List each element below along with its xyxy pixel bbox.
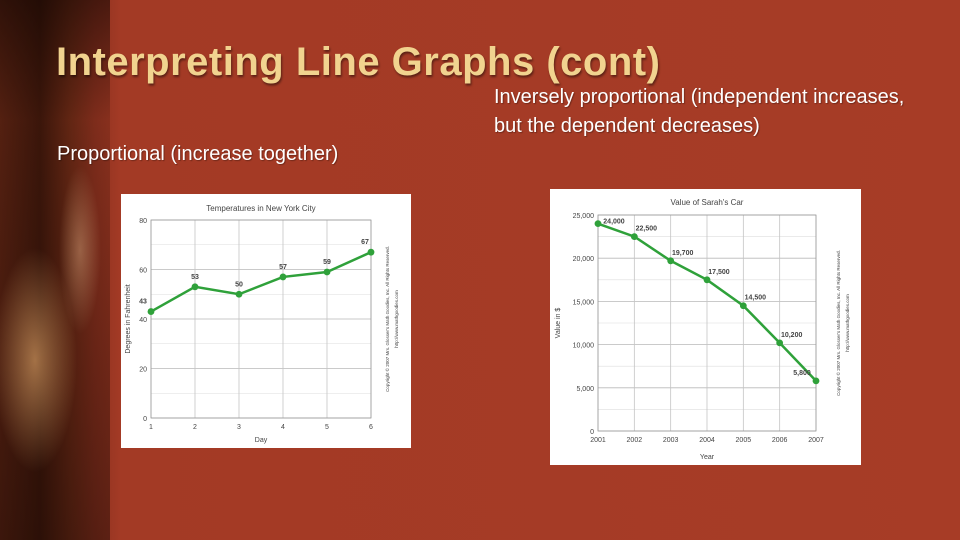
y-axis-label: Value in $ xyxy=(555,308,562,339)
data-point xyxy=(367,248,375,256)
data-point xyxy=(323,268,331,276)
x-tick-label: 2006 xyxy=(772,437,788,444)
data-point xyxy=(667,257,675,265)
slide-title: Interpreting Line Graphs (cont) xyxy=(56,40,661,84)
background-glass-image xyxy=(0,0,110,540)
data-label: 59 xyxy=(323,259,331,266)
x-tick-label: 2004 xyxy=(699,437,715,444)
y-tick-label: 40 xyxy=(139,317,147,324)
temperature-chart-panel: Temperatures in New York City 0 20 40 60 80 1 2… xyxy=(121,194,411,448)
data-point xyxy=(630,233,638,240)
x-tick-label: 6 xyxy=(369,424,373,431)
y-tick-label: 5,000 xyxy=(576,386,594,393)
data-label: 57 xyxy=(279,264,287,271)
y-tick-label: 60 xyxy=(139,268,147,275)
copyright-url: http://www.mathgoodies.com xyxy=(394,290,399,348)
data-label: 50 xyxy=(235,281,243,288)
chart-title: Temperatures in New York City xyxy=(206,204,315,213)
x-tick-label: 2003 xyxy=(663,437,679,444)
data-point xyxy=(235,290,243,298)
data-point xyxy=(594,220,602,228)
copyright-text: Copyright © 2007 Mrs. Glosser's Math Goo… xyxy=(835,250,841,396)
data-label: 43 xyxy=(139,299,147,306)
copyright-text: Copyright © 2007 Mrs. Glosser's Math Goo… xyxy=(384,246,390,392)
x-axis-label: Day xyxy=(255,437,268,444)
data-label: 67 xyxy=(361,239,369,246)
data-point xyxy=(739,302,747,310)
x-axis-label: Year xyxy=(700,454,715,461)
x-tick-label: 5 xyxy=(325,424,329,431)
y-tick-label: 10,000 xyxy=(573,343,595,350)
x-tick-label: 1 xyxy=(149,424,153,431)
x-tick-label: 2007 xyxy=(808,437,824,444)
copyright-url: http://www.mathgoodies.com xyxy=(845,294,850,352)
plot-frame xyxy=(597,214,817,432)
chart-title: Value of Sarah's Car xyxy=(671,198,744,207)
data-point xyxy=(279,273,287,281)
data-label: 19,700 xyxy=(672,250,694,257)
y-tick-label: 80 xyxy=(139,218,147,225)
temperature-line-chart: Temperatures in New York City 0 20 40 60 80 1 2… xyxy=(125,204,399,444)
x-tick-label: 2001 xyxy=(590,437,606,444)
data-label: 22,500 xyxy=(636,226,658,233)
right-caption: Inversely proportional (independent incr… xyxy=(494,86,905,137)
y-axis-label: Degrees in Fahrenheit xyxy=(125,284,132,353)
data-label: 24,000 xyxy=(603,219,625,226)
y-tick-label: 20,000 xyxy=(573,256,595,263)
data-point xyxy=(812,377,820,385)
data-point xyxy=(703,276,711,284)
data-label: 14,500 xyxy=(745,295,767,302)
data-label: 53 xyxy=(191,274,199,281)
x-tick-label: 2005 xyxy=(736,437,752,444)
data-point xyxy=(147,308,155,315)
y-tick-label: 0 xyxy=(143,416,147,423)
car-value-line-chart: Value of Sarah's Car 0 5,000 10,000 15,000 20… xyxy=(555,198,850,461)
data-label: 5,800 xyxy=(793,370,811,377)
y-tick-label: 0 xyxy=(590,429,594,436)
plot-frame xyxy=(150,219,372,419)
y-tick-label: 15,000 xyxy=(573,299,595,306)
data-point xyxy=(191,283,199,291)
x-tick-label: 4 xyxy=(281,424,285,431)
y-tick-label: 20 xyxy=(139,367,147,374)
data-label: 10,200 xyxy=(781,332,803,339)
x-tick-label: 2 xyxy=(193,424,197,431)
car-value-chart-panel: Value of Sarah's Car 0 5,000 10,000 15,000 20… xyxy=(550,189,861,465)
x-tick-label: 3 xyxy=(237,424,241,431)
series-line xyxy=(150,251,372,313)
data-point xyxy=(776,339,784,347)
data-label: 17,500 xyxy=(708,269,730,276)
left-caption: Proportional (increase together) xyxy=(57,143,339,165)
x-tick-label: 2002 xyxy=(627,437,643,444)
y-tick-label: 25,000 xyxy=(573,213,595,220)
